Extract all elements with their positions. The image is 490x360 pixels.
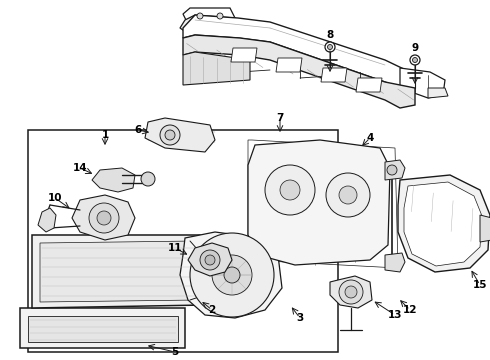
- Text: 2: 2: [208, 305, 216, 315]
- Circle shape: [197, 13, 203, 19]
- Polygon shape: [28, 316, 178, 342]
- Polygon shape: [480, 215, 490, 242]
- Polygon shape: [330, 276, 372, 308]
- Circle shape: [413, 58, 417, 63]
- Polygon shape: [276, 58, 302, 72]
- Text: 1: 1: [101, 130, 109, 140]
- Circle shape: [410, 55, 420, 65]
- Polygon shape: [20, 308, 185, 348]
- Polygon shape: [231, 48, 257, 62]
- Polygon shape: [92, 168, 135, 192]
- Circle shape: [160, 125, 180, 145]
- Circle shape: [89, 203, 119, 233]
- Text: 15: 15: [473, 280, 487, 290]
- Bar: [28, 130, 338, 352]
- Text: 8: 8: [326, 30, 334, 40]
- Circle shape: [326, 173, 370, 217]
- Circle shape: [141, 172, 155, 186]
- Text: 11: 11: [168, 243, 182, 253]
- Circle shape: [200, 250, 220, 270]
- Circle shape: [212, 255, 252, 295]
- Circle shape: [190, 233, 274, 317]
- Circle shape: [165, 130, 175, 140]
- Polygon shape: [183, 8, 235, 30]
- Text: 5: 5: [172, 347, 179, 357]
- Polygon shape: [38, 208, 56, 232]
- Polygon shape: [40, 241, 198, 302]
- Circle shape: [217, 13, 223, 19]
- Text: 7: 7: [276, 113, 284, 123]
- Text: 14: 14: [73, 163, 87, 173]
- Text: 6: 6: [134, 125, 142, 135]
- Polygon shape: [248, 140, 390, 265]
- Polygon shape: [188, 243, 232, 276]
- Polygon shape: [180, 232, 282, 318]
- Polygon shape: [385, 160, 405, 180]
- Circle shape: [205, 255, 215, 265]
- Circle shape: [327, 45, 333, 50]
- Polygon shape: [356, 78, 382, 92]
- Circle shape: [325, 42, 335, 52]
- Polygon shape: [72, 195, 135, 240]
- Polygon shape: [428, 88, 448, 98]
- Circle shape: [387, 165, 397, 175]
- Polygon shape: [400, 68, 445, 98]
- Polygon shape: [145, 118, 215, 152]
- Text: 3: 3: [296, 313, 304, 323]
- Circle shape: [265, 165, 315, 215]
- Polygon shape: [321, 68, 347, 82]
- Circle shape: [224, 267, 240, 283]
- Polygon shape: [404, 182, 482, 266]
- Circle shape: [345, 286, 357, 298]
- Circle shape: [97, 211, 111, 225]
- Circle shape: [339, 280, 363, 304]
- Text: 4: 4: [367, 133, 374, 143]
- Polygon shape: [385, 253, 405, 272]
- Circle shape: [280, 180, 300, 200]
- Polygon shape: [180, 15, 245, 38]
- Polygon shape: [183, 52, 250, 85]
- Text: 9: 9: [412, 43, 418, 53]
- Polygon shape: [32, 235, 205, 308]
- Circle shape: [339, 186, 357, 204]
- Polygon shape: [398, 175, 490, 272]
- Polygon shape: [183, 35, 415, 108]
- Polygon shape: [183, 15, 415, 88]
- Text: 13: 13: [388, 310, 402, 320]
- Text: 12: 12: [403, 305, 417, 315]
- Text: 10: 10: [48, 193, 62, 203]
